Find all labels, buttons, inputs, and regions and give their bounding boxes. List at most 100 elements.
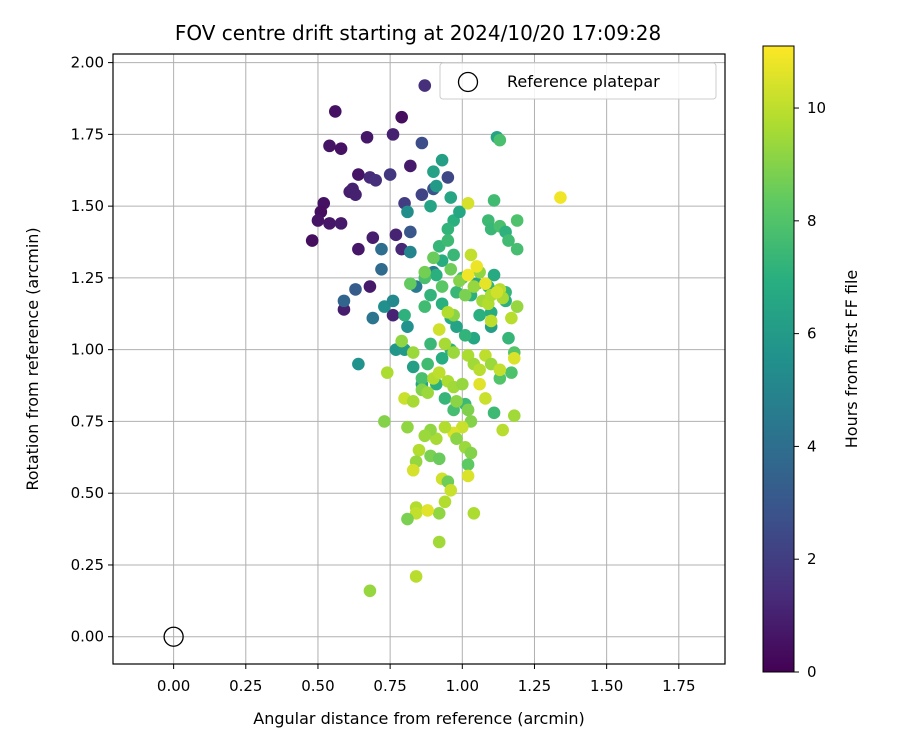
colorbar-tick-label: 10: [807, 99, 826, 117]
data-point: [395, 334, 408, 348]
data-point: [334, 142, 348, 156]
data-point: [366, 311, 380, 325]
data-point: [473, 363, 486, 377]
data-point: [352, 357, 365, 371]
colorbar-tick-label: 0: [807, 663, 817, 681]
data-point: [432, 323, 446, 336]
data-point: [366, 231, 380, 245]
data-point: [432, 535, 446, 549]
data-point: [441, 234, 455, 247]
data-point: [418, 79, 432, 92]
data-point: [444, 191, 458, 204]
data-point: [418, 265, 432, 279]
data-point: [415, 188, 429, 201]
data-point: [395, 110, 408, 124]
y-tick-label: 0.00: [71, 628, 104, 646]
legend-box: [439, 62, 717, 100]
data-point: [502, 331, 515, 345]
data-point: [337, 294, 351, 308]
data-point: [421, 357, 434, 371]
x-tick-label: 0.00: [157, 677, 190, 695]
data-point: [412, 443, 426, 457]
data-point: [421, 504, 434, 517]
legend-marker-reference: [457, 71, 479, 93]
colorbar-tick-label: 4: [807, 437, 817, 455]
data-point: [401, 512, 414, 526]
y-tick-label: 1.25: [71, 269, 104, 287]
data-point: [383, 168, 397, 181]
data-point: [375, 262, 388, 276]
data-point: [386, 294, 400, 308]
data-point: [349, 283, 362, 296]
data-point: [447, 248, 460, 262]
data-point: [409, 570, 423, 583]
data-point: [323, 139, 336, 153]
data-point: [505, 366, 518, 379]
data-point: [458, 329, 472, 342]
data-point: [432, 506, 446, 520]
data-point: [363, 280, 377, 293]
colorbar-tick-label: 6: [807, 325, 817, 343]
data-point: [427, 165, 440, 178]
data-point: [510, 214, 524, 227]
data-point: [510, 242, 524, 256]
chart-title: FOV centre drift starting at 2024/10/20 …: [175, 21, 661, 45]
data-point: [450, 432, 463, 445]
y-axis-label: Rotation from reference (arcmin): [23, 227, 42, 490]
data-point: [507, 351, 521, 365]
data-point: [415, 136, 429, 150]
data-point: [441, 171, 455, 184]
x-tick-label: 1.25: [518, 677, 551, 695]
colorbar-tick-label: 2: [807, 550, 817, 568]
plot-area: [113, 54, 725, 664]
y-tick-label: 1.50: [71, 197, 104, 215]
data-point: [404, 277, 417, 290]
data-point: [427, 251, 440, 265]
data-point: [467, 280, 481, 293]
y-tick-label: 0.75: [71, 412, 104, 430]
data-point: [510, 300, 524, 313]
data-point: [401, 420, 414, 434]
y-tick-label: 0.50: [71, 484, 104, 502]
colorbar-tick-label: 8: [807, 212, 817, 230]
data-point: [404, 225, 417, 239]
data-point: [337, 303, 351, 316]
data-point: [323, 217, 336, 230]
data-point: [398, 308, 411, 322]
data-point: [305, 234, 319, 247]
legend-entry-reference: Reference platepar: [507, 72, 660, 91]
colorbar-ticks: 0 2 4 6 8 10: [794, 99, 826, 681]
data-point: [461, 196, 475, 210]
data-point: [421, 386, 434, 400]
data-point: [406, 346, 420, 359]
data-point: [493, 372, 507, 385]
plot-frame: [112, 53, 726, 665]
data-point: [352, 242, 365, 256]
data-point: [406, 395, 420, 408]
x-tick-label: 0.25: [229, 677, 262, 695]
data-point: [389, 228, 403, 242]
data-point: [464, 248, 478, 262]
data-point: [432, 452, 446, 466]
data-point: [493, 133, 507, 147]
y-tick-label: 1.75: [71, 125, 104, 143]
y-tick-label: 0.25: [71, 556, 104, 574]
x-axis-label: Angular distance from reference (arcmin): [253, 709, 584, 728]
data-point: [484, 314, 498, 328]
data-point: [490, 285, 504, 299]
data-point: [496, 423, 510, 437]
data-point: [435, 351, 449, 365]
data-point: [386, 308, 400, 322]
data-point: [502, 234, 515, 247]
x-tick-label: 1.50: [590, 677, 623, 695]
data-point: [360, 130, 374, 144]
data-point: [430, 268, 443, 282]
data-point: [334, 217, 348, 230]
x-axis-ticks: 0.00 0.25 0.50 0.75 1.00 1.25 1.50 1.75: [157, 664, 696, 695]
data-point: [386, 128, 400, 141]
data-point: [456, 377, 469, 391]
data-point: [473, 377, 486, 391]
data-point: [363, 584, 377, 598]
colorbar: [762, 45, 795, 673]
